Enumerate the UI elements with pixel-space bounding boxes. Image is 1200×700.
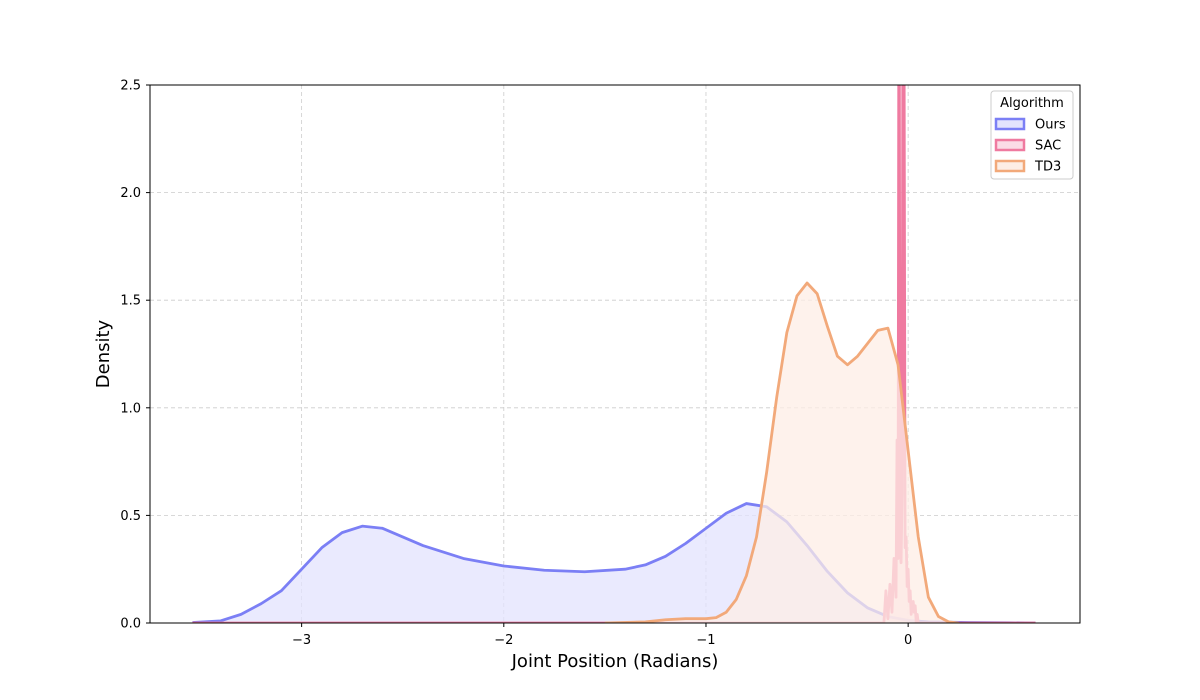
y-tick-label: 2.0	[120, 186, 141, 201]
legend-box	[990, 90, 1074, 180]
legend-swatch-ours	[994, 117, 1026, 131]
y-tick-label: 1.5	[120, 294, 141, 309]
y-axis-label: Density	[93, 319, 114, 388]
x-tick-label: −3	[292, 633, 311, 648]
y-tick-label: 0.0	[120, 617, 141, 632]
legend-label-ours: Ours	[1035, 118, 1066, 133]
series-line-td3	[604, 281, 959, 623]
legend-swatch-sac	[994, 138, 1026, 152]
x-axis: −3 −2 −1 0	[292, 623, 912, 648]
legend-label-td3: TD3	[1034, 160, 1061, 175]
grid-lines	[150, 84, 1080, 624]
series-layer	[192, 85, 1036, 623]
y-tick-label: 0.5	[120, 509, 141, 524]
y-axis: 0.0 0.5 1.0 1.5 2.0 2.5	[120, 79, 150, 632]
legend: Algorithm Ours SAC TD3	[990, 90, 1074, 180]
series-area-td3	[604, 282, 959, 623]
x-tick-label: −2	[494, 633, 513, 648]
plot-frame	[149, 84, 1081, 624]
x-tick-label: −1	[696, 633, 715, 648]
x-tick-label: 0	[904, 633, 912, 648]
y-tick-label: 1.0	[120, 401, 141, 416]
x-axis-label: Joint Position (Radians)	[511, 651, 719, 672]
y-tick-label: 2.5	[120, 79, 141, 94]
legend-label-sac: SAC	[1035, 139, 1061, 154]
legend-title: Algorithm	[1000, 96, 1064, 111]
legend-swatch-td3	[994, 159, 1026, 173]
